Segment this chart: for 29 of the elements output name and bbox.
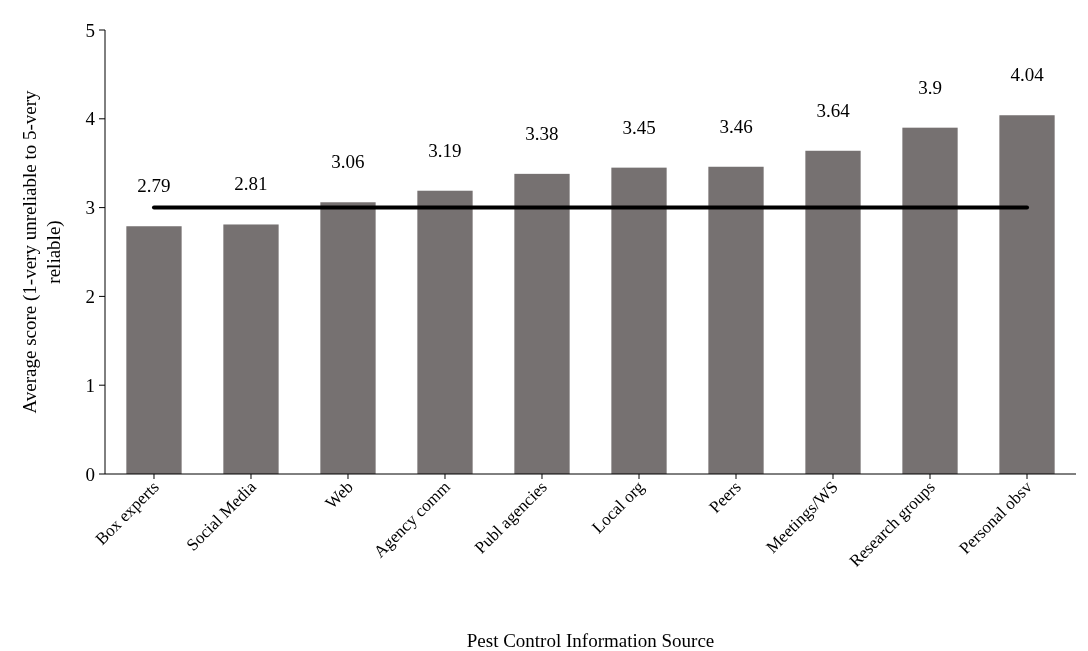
bar (126, 226, 182, 474)
data-label: 3.46 (719, 115, 753, 137)
data-label: 2.79 (137, 175, 171, 197)
data-label: 4.04 (1010, 64, 1045, 86)
y-tick-label: 4 (85, 108, 96, 130)
bar (611, 167, 667, 474)
data-label: 3.19 (428, 139, 462, 161)
data-label: 2.81 (234, 173, 268, 195)
bar (999, 115, 1055, 474)
y-tick-label: 0 (85, 463, 95, 485)
bar (805, 150, 861, 474)
y-tick-label: 2 (85, 286, 95, 308)
data-label: 3.9 (918, 76, 942, 98)
data-label: 3.45 (622, 116, 656, 138)
y-axis-title: Average score (1-very unreliable to 5-very reliable) (19, 90, 65, 414)
x-axis-title: Pest Control Information Source (466, 630, 715, 651)
bar (708, 166, 764, 474)
x-tick-label: Web (321, 477, 357, 513)
bar (417, 190, 473, 474)
data-label: 3.38 (525, 122, 559, 144)
bar (514, 173, 570, 474)
data-label: 3.64 (816, 99, 851, 121)
y-tick-label: 3 (85, 197, 95, 219)
y-tick-label: 5 (85, 19, 95, 41)
data-label: 3.06 (331, 151, 365, 173)
y-tick-label: 1 (85, 374, 95, 396)
bar (320, 202, 376, 474)
bar (902, 127, 958, 474)
bar (223, 224, 279, 474)
